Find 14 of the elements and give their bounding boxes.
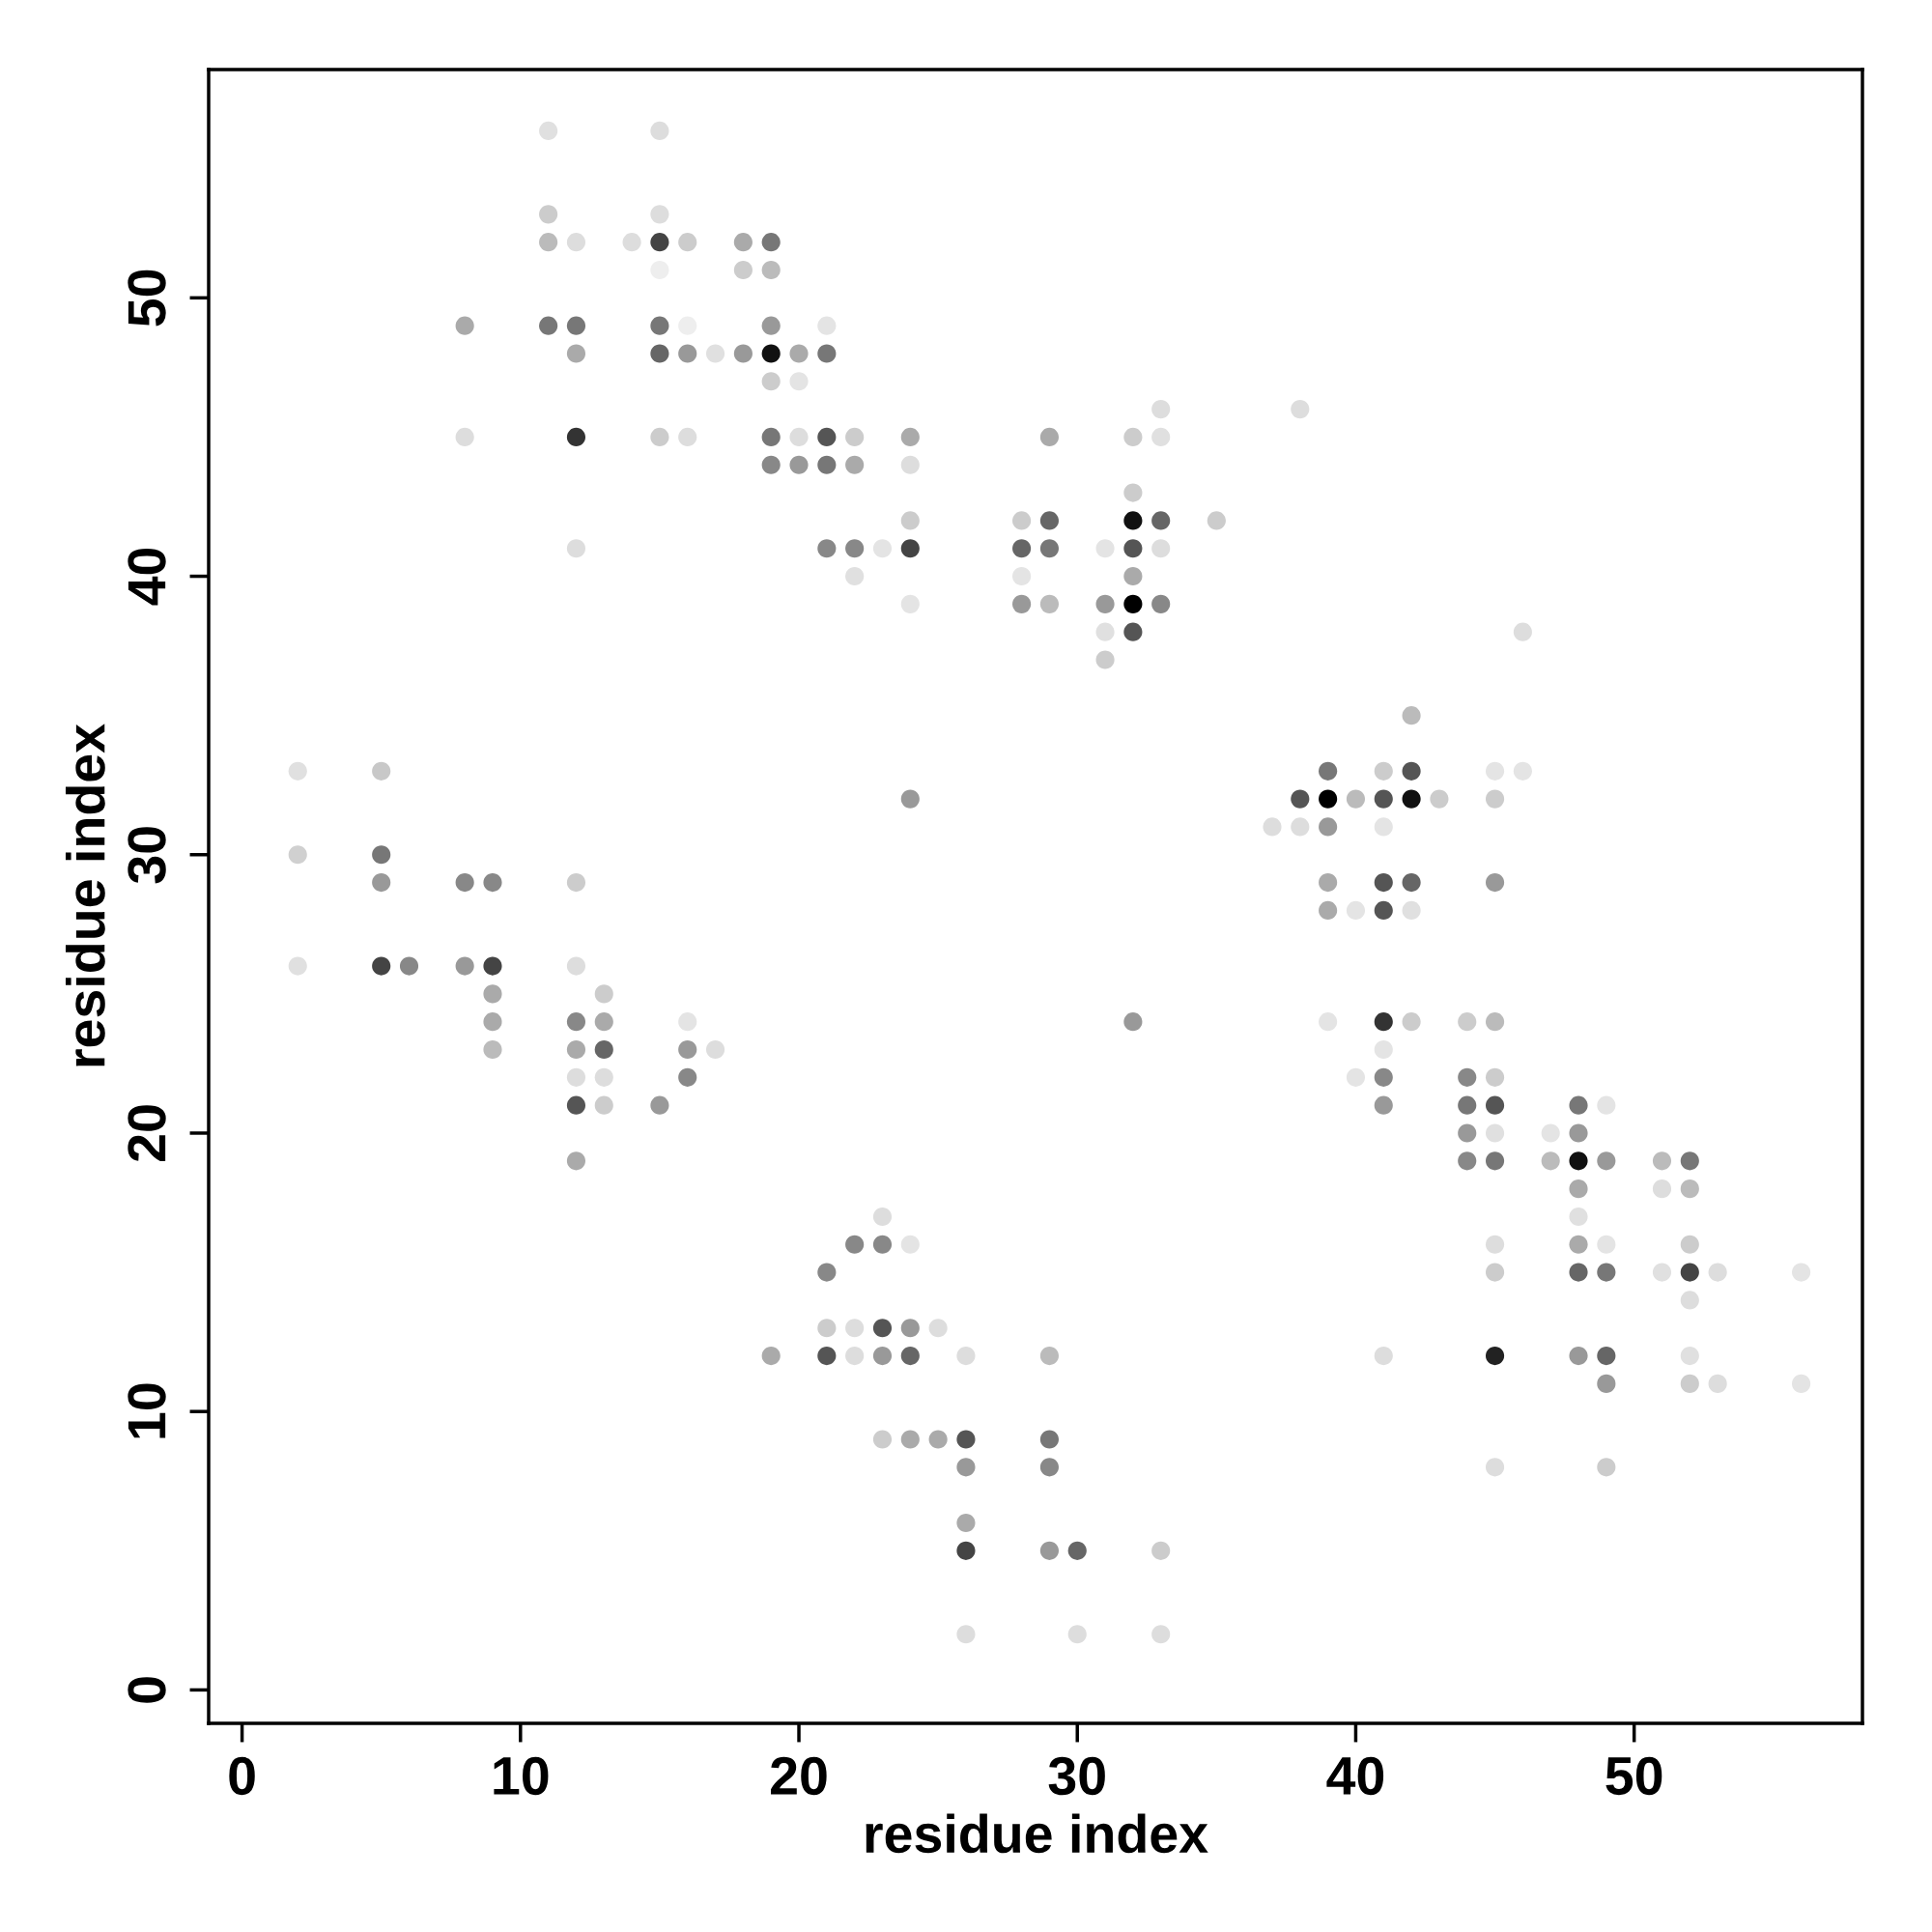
- x-axis-title: residue index: [866, 1813, 1208, 1854]
- y-axis-title: residue index: [65, 724, 105, 1066]
- x-tick-label: 20: [771, 1756, 827, 1796]
- y-tick-label: 40: [128, 548, 166, 606]
- x-tick-label: 40: [1326, 1756, 1384, 1796]
- y-tick-label: 20: [128, 1105, 166, 1161]
- y-tick-label: 50: [128, 270, 166, 327]
- y-tick-label: 30: [128, 827, 166, 884]
- y-tick-label: 10: [128, 1383, 166, 1438]
- x-tick-label: 0: [229, 1756, 255, 1796]
- x-tick-label: 10: [494, 1756, 549, 1796]
- x-tick-label: 50: [1605, 1756, 1662, 1796]
- x-tick-label: 30: [1048, 1756, 1105, 1796]
- y-tick-label: 0: [128, 1677, 166, 1703]
